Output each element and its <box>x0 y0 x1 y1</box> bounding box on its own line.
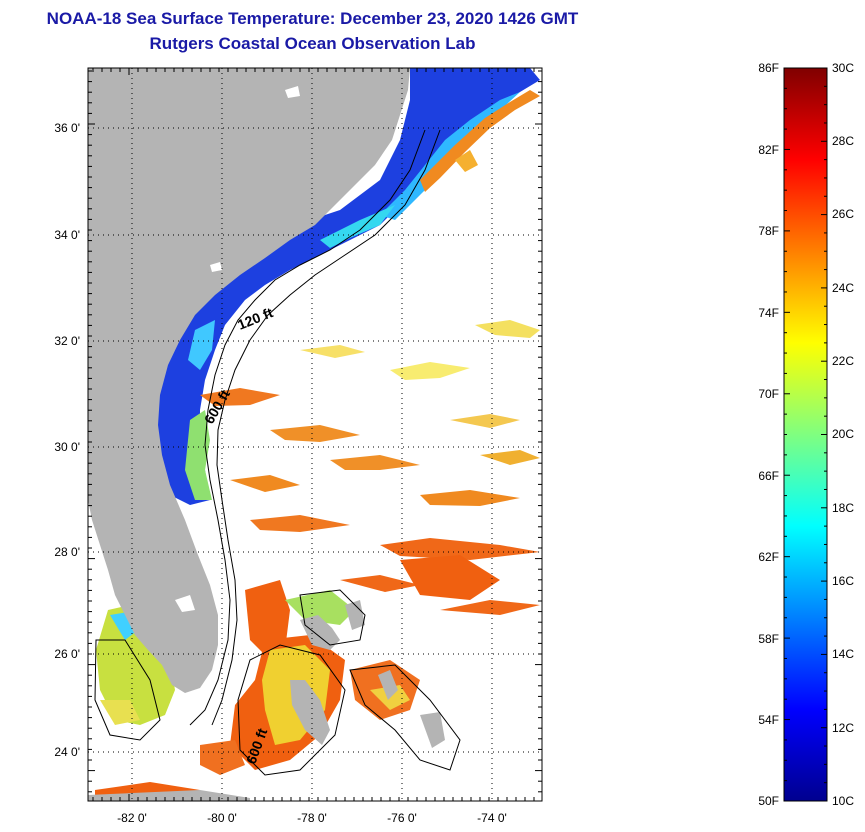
celsius-label: 10C <box>832 794 854 808</box>
graticule <box>88 68 542 801</box>
fahrenheit-scale: 86F 82F 78F 74F 70F 66F 62F 58F 54F 50F <box>758 61 779 808</box>
map-ticks <box>88 68 542 801</box>
map-title: NOAA-18 Sea Surface Temperature: Decembe… <box>46 9 579 28</box>
island <box>420 712 445 748</box>
island <box>300 615 340 650</box>
sst-colorbar: 86F 82F 78F 74F 70F 66F 62F 58F 54F 50F … <box>758 61 854 808</box>
celsius-label: 16C <box>832 574 854 588</box>
longitude-labels: -82 0' -80 0' -78 0' -76 0' -74 0' <box>117 811 507 825</box>
celsius-label: 14C <box>832 647 854 661</box>
fahrenheit-label: 66F <box>758 469 779 483</box>
fahrenheit-label: 58F <box>758 632 779 646</box>
celsius-label: 20C <box>832 427 854 441</box>
fahrenheit-label: 54F <box>758 713 779 727</box>
fahrenheit-label: 82F <box>758 143 779 157</box>
lat-label: 28 0' <box>54 545 80 559</box>
offshore-sst-patches <box>200 320 540 615</box>
latitude-labels: 36 0' 34 0' 32 0' 30 0' 28 0' 26 0' 24 0… <box>54 121 80 759</box>
map-subtitle: Rutgers Coastal Ocean Observation Lab <box>149 34 476 53</box>
fahrenheit-label: 78F <box>758 224 779 238</box>
colorbar-ticks <box>784 67 827 802</box>
fahrenheit-label: 70F <box>758 387 779 401</box>
lat-label: 32 0' <box>54 334 80 348</box>
celsius-label: 22C <box>832 354 854 368</box>
lat-label: 30 0' <box>54 440 80 454</box>
lat-label: 34 0' <box>54 228 80 242</box>
fahrenheit-label: 74F <box>758 306 779 320</box>
lakes <box>175 86 300 612</box>
lat-label: 26 0' <box>54 647 80 661</box>
celsius-label: 30C <box>832 61 854 75</box>
colorbar-gradient <box>783 67 828 802</box>
fahrenheit-label: 62F <box>758 550 779 564</box>
lon-label: -74 0' <box>477 811 507 825</box>
lon-label: -78 0' <box>297 811 327 825</box>
fahrenheit-label: 50F <box>758 794 779 808</box>
island <box>345 600 365 630</box>
celsius-label: 26C <box>832 207 854 221</box>
warm-gulf-stream-edge <box>420 90 540 192</box>
sst-map: 120 ft 600 ft 600 ft <box>88 68 542 801</box>
celsius-label: 18C <box>832 501 854 515</box>
island <box>378 670 398 700</box>
fahrenheit-label: 86F <box>758 61 779 75</box>
island <box>290 680 330 745</box>
celsius-label: 24C <box>832 281 854 295</box>
lat-label: 24 0' <box>54 745 80 759</box>
bathymetry-contours <box>94 129 461 776</box>
lon-label: -80 0' <box>207 811 237 825</box>
map-frame <box>87 67 543 802</box>
lon-label: -76 0' <box>387 811 417 825</box>
celsius-scale: 30C 28C 26C 24C 22C 20C 18C 16C 14C 12C … <box>832 61 854 808</box>
lat-label: 36 0' <box>54 121 80 135</box>
celsius-label: 28C <box>832 134 854 148</box>
lon-label: -82 0' <box>117 811 147 825</box>
celsius-label: 12C <box>832 721 854 735</box>
